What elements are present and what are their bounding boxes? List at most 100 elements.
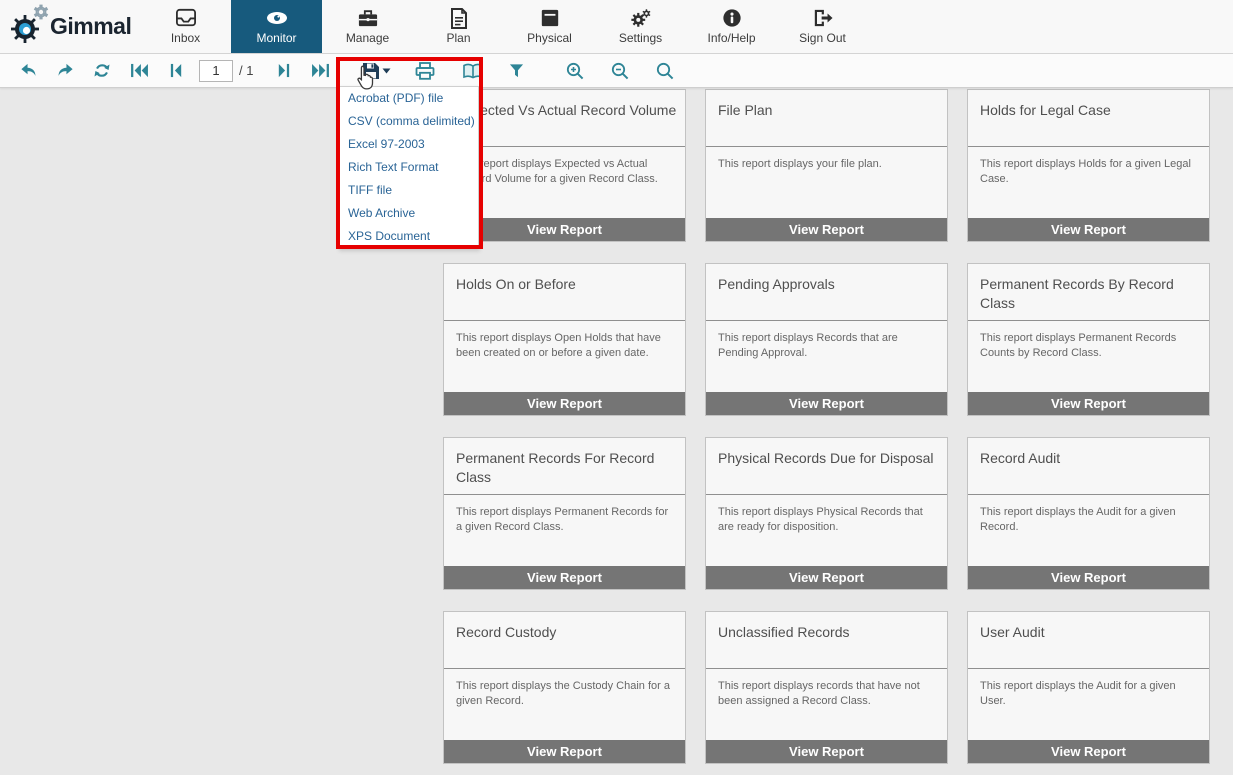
view-report-button[interactable]: View Report — [968, 392, 1209, 415]
report-title: Expected Vs Actual Record Volume — [444, 90, 685, 147]
report-description: This report displays Physical Records th… — [718, 506, 923, 533]
previous-page-button[interactable] — [162, 58, 190, 84]
menu-item-web-archive[interactable]: Web Archive — [348, 206, 416, 220]
book-icon — [463, 63, 484, 79]
nav-item-plan[interactable]: Plan — [413, 0, 504, 53]
report-description: This report displays Expected vs Actual … — [456, 158, 658, 185]
nav-item-label: Inbox — [170, 31, 201, 45]
printer-icon — [416, 61, 435, 80]
nav-item-physical[interactable]: Physical — [504, 0, 595, 53]
save-export-icon — [362, 62, 379, 79]
view-report-button[interactable]: View Report — [444, 740, 685, 763]
report-card: Holds for Legal Case This report display… — [967, 89, 1210, 242]
menu-item-xps[interactable]: XPS Document — [348, 229, 431, 243]
briefcase-icon — [357, 8, 379, 28]
view-report-button[interactable]: View Report — [968, 218, 1209, 241]
view-report-button[interactable]: View Report — [444, 218, 685, 241]
export-format-menu: Acrobat (PDF) file CSV (comma delimited)… — [338, 86, 479, 249]
nav-item-label: Physical — [527, 31, 572, 45]
menu-item-excel[interactable]: Excel 97-2003 — [348, 137, 425, 151]
report-title: User Audit — [968, 612, 1209, 669]
report-description: This report displays Holds for a given L… — [980, 158, 1191, 185]
gears-icon — [630, 8, 652, 28]
refresh-button[interactable] — [88, 58, 116, 84]
nav-item-inbox[interactable]: Inbox — [140, 0, 231, 53]
view-report-button[interactable]: View Report — [706, 740, 947, 763]
nav-item-label: Manage — [345, 31, 390, 45]
report-card: Record Audit This report displays the Au… — [967, 437, 1210, 590]
report-card: Unclassified Records This report display… — [705, 611, 948, 764]
view-report-button[interactable]: View Report — [706, 566, 947, 589]
menu-item-tiff[interactable]: TIFF file — [348, 183, 392, 197]
archive-box-icon — [540, 8, 560, 28]
report-title: File Plan — [706, 90, 947, 147]
search-icon — [657, 62, 674, 79]
view-report-button[interactable]: View Report — [706, 392, 947, 415]
report-description: This report displays records that have n… — [718, 680, 920, 707]
report-grid: Expected Vs Actual Record Volume This re… — [443, 89, 1210, 764]
top-nav: Gimmal Inbox Monitor — [0, 0, 1233, 54]
nav-item-sign-out[interactable]: Sign Out — [777, 0, 868, 53]
page-number-input[interactable] — [199, 59, 233, 82]
info-icon — [722, 8, 742, 28]
report-title: Unclassified Records — [706, 612, 947, 669]
view-report-button[interactable]: View Report — [444, 392, 685, 415]
report-title: Holds On or Before — [444, 264, 685, 321]
nav-item-monitor[interactable]: Monitor — [231, 0, 322, 53]
nav-item-label: Sign Out — [799, 31, 846, 45]
report-card: Holds On or Before This report displays … — [443, 263, 686, 416]
zoom-in-button[interactable] — [561, 58, 589, 84]
back-button[interactable] — [14, 58, 42, 84]
view-report-button[interactable]: View Report — [444, 566, 685, 589]
report-description: This report displays the Custody Chain f… — [456, 680, 670, 707]
view-report-button[interactable]: View Report — [968, 566, 1209, 589]
report-description: This report displays the Audit for a giv… — [980, 506, 1176, 533]
report-title: Permanent Records By Record Class — [968, 264, 1209, 321]
nav-item-label: Monitor — [256, 31, 297, 45]
first-page-button[interactable] — [125, 58, 153, 84]
report-title: Pending Approvals — [706, 264, 947, 321]
document-icon — [450, 7, 468, 29]
report-card: Physical Records Due for Disposal This r… — [705, 437, 948, 590]
nav-item-label: Info/Help — [707, 31, 756, 45]
report-card: File Plan This report displays your file… — [705, 89, 948, 242]
gimmal-logo[interactable]: Gimmal — [0, 0, 140, 53]
view-report-button[interactable]: View Report — [968, 740, 1209, 763]
nav-item-manage[interactable]: Manage — [322, 0, 413, 53]
report-card: Expected Vs Actual Record Volume This re… — [443, 89, 686, 242]
sign-out-icon — [812, 8, 834, 28]
eye-icon — [265, 8, 289, 28]
print-layout-button[interactable] — [459, 58, 487, 84]
last-page-button[interactable] — [306, 58, 334, 84]
view-report-button[interactable]: View Report — [706, 218, 947, 241]
next-page-button[interactable] — [269, 58, 297, 84]
nav-item-settings[interactable]: Settings — [595, 0, 686, 53]
report-card: Record Custody This report displays the … — [443, 611, 686, 764]
menu-item-pdf[interactable]: Acrobat (PDF) file — [348, 91, 444, 105]
report-title: Holds for Legal Case — [968, 90, 1209, 147]
search-button[interactable] — [651, 58, 679, 84]
forward-button[interactable] — [51, 58, 79, 84]
report-viewer-toolbar: / 1 — [0, 54, 1233, 88]
filter-button[interactable] — [502, 58, 530, 84]
zoom-out-button[interactable] — [606, 58, 634, 84]
menu-item-csv[interactable]: CSV (comma delimited) — [348, 114, 475, 128]
report-description: This report displays your file plan. — [718, 158, 882, 170]
report-card: Pending Approvals This report displays R… — [705, 263, 948, 416]
zoom-out-icon — [612, 62, 629, 79]
page-total-label: / 1 — [239, 63, 254, 78]
report-card: Permanent Records By Record Class This r… — [967, 263, 1210, 416]
report-description: This report displays the Audit for a giv… — [980, 680, 1176, 707]
report-card: Permanent Records For Record Class This … — [443, 437, 686, 590]
menu-item-rtf[interactable]: Rich Text Format — [348, 160, 439, 174]
gimmal-gear-logo-icon — [8, 1, 52, 52]
print-button[interactable] — [411, 58, 439, 84]
zoom-in-icon — [567, 62, 584, 79]
report-title: Record Custody — [444, 612, 685, 669]
funnel-icon — [509, 64, 524, 78]
export-button[interactable] — [358, 58, 394, 84]
report-title: Record Audit — [968, 438, 1209, 495]
report-description: This report displays Permanent Records f… — [456, 506, 669, 533]
report-title: Physical Records Due for Disposal — [706, 438, 947, 495]
nav-item-info-help[interactable]: Info/Help — [686, 0, 777, 53]
